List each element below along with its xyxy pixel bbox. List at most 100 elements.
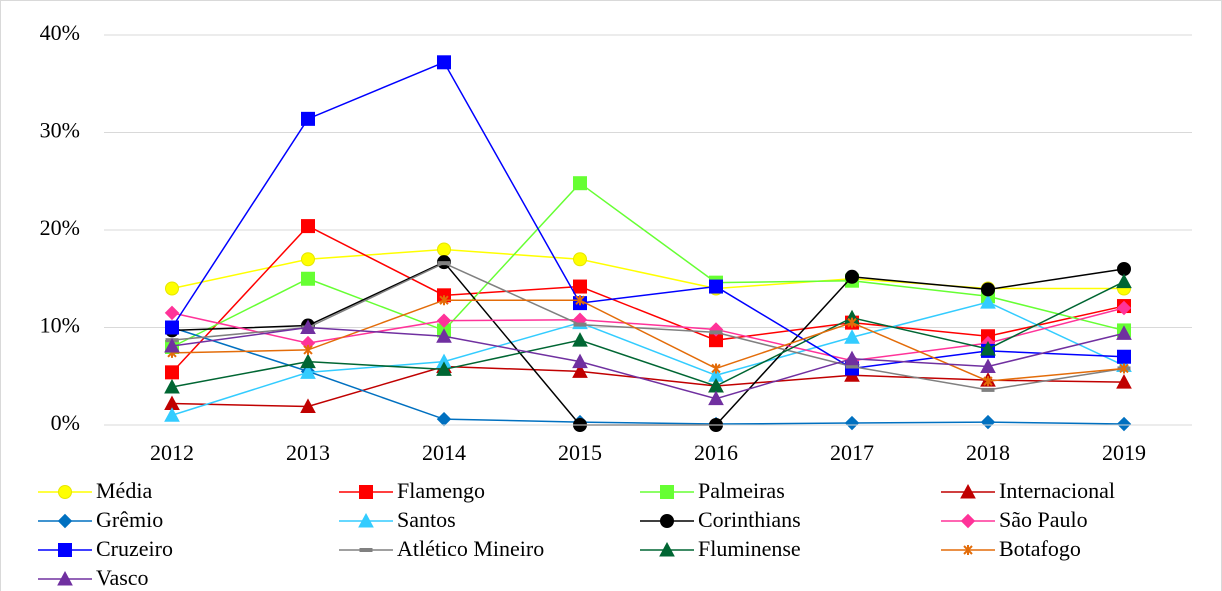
x-tick-label: 2014: [422, 440, 466, 465]
marker: [164, 378, 180, 394]
legend-label: Atlético Mineiro: [397, 536, 544, 561]
marker: [575, 295, 585, 306]
marker: [1119, 363, 1129, 374]
marker: [300, 398, 316, 413]
y-tick-label: 20%: [40, 215, 80, 240]
marker: [847, 317, 857, 328]
legend-marker: [58, 543, 72, 557]
marker: [983, 376, 993, 387]
legend-label: Corinthians: [698, 507, 801, 532]
marker: [981, 282, 995, 297]
marker: [573, 252, 587, 267]
marker: [980, 358, 996, 373]
marker: [1116, 273, 1132, 289]
legend-marker: [358, 512, 374, 528]
legend-label: Grêmio: [96, 507, 163, 532]
marker: [165, 320, 179, 335]
x-tick-label: 2015: [558, 440, 602, 465]
marker: [301, 219, 315, 234]
marker: [301, 271, 315, 286]
marker: [709, 279, 723, 294]
marker: [844, 350, 860, 366]
marker: [165, 281, 179, 296]
marker: [708, 390, 724, 406]
marker: [1116, 374, 1132, 389]
marker: [437, 242, 451, 257]
marker: [165, 365, 179, 380]
legend-label: São Paulo: [999, 507, 1088, 532]
marker: [436, 313, 452, 328]
series-line: [171, 281, 1125, 388]
legend-marker: [659, 541, 675, 557]
marker: [439, 295, 449, 306]
marker: [164, 407, 180, 422]
legend-label: Fluminense: [698, 536, 801, 561]
series-line: [171, 307, 1125, 362]
marker: [572, 353, 588, 369]
marker: [303, 344, 313, 355]
legend-marker: [57, 570, 73, 586]
marker: [164, 337, 180, 353]
marker: [164, 305, 180, 321]
marker: [711, 363, 721, 374]
x-tick-label: 2016: [694, 440, 738, 465]
marker: [437, 261, 451, 266]
marker: [436, 328, 452, 343]
series-line: [171, 365, 1125, 408]
x-tick-label: 2013: [286, 440, 330, 465]
legend-label: Internacional: [999, 478, 1115, 503]
series-line: [171, 182, 1125, 348]
legend-marker: [58, 485, 72, 499]
marker: [300, 319, 316, 334]
marker: [437, 55, 451, 70]
y-tick-label: 0%: [51, 410, 80, 435]
marker: [1116, 325, 1132, 340]
marker: [301, 111, 315, 126]
marker: [572, 332, 588, 347]
marker: [845, 364, 859, 369]
legend-label: Botafogo: [999, 536, 1081, 561]
series-line: [171, 301, 1125, 416]
y-tick-label: 30%: [40, 118, 80, 143]
marker: [844, 329, 860, 344]
marker: [1116, 300, 1132, 316]
series-line: [171, 326, 1125, 425]
marker: [980, 294, 996, 309]
legend-label: Flamengo: [397, 478, 485, 503]
legend-marker: [960, 513, 976, 529]
legend-marker: [963, 545, 973, 555]
legend-marker: [359, 548, 373, 552]
legend-label: Vasco: [96, 565, 149, 590]
y-tick-label: 40%: [40, 20, 80, 45]
series-line: [171, 225, 1125, 373]
legend-label: Cruzeiro: [96, 536, 173, 561]
marker: [844, 415, 860, 431]
legend-marker: [660, 485, 674, 499]
marker: [436, 411, 452, 427]
series-line: [171, 299, 1125, 382]
marker: [436, 361, 452, 376]
legend-marker: [57, 513, 73, 529]
legend-label: Palmeiras: [698, 478, 785, 503]
marker: [981, 387, 995, 392]
marker: [1117, 349, 1131, 364]
x-tick-label: 2019: [1102, 440, 1146, 465]
marker: [573, 176, 587, 191]
marker: [572, 363, 588, 378]
marker: [980, 340, 996, 356]
marker: [300, 353, 316, 369]
marker: [1117, 262, 1131, 276]
marker: [1116, 416, 1132, 432]
legend-marker: [960, 483, 976, 499]
legend-marker: [359, 485, 373, 499]
x-tick-label: 2017: [830, 440, 874, 465]
marker: [301, 252, 315, 267]
legend-marker: [660, 514, 674, 528]
legend-label: Média: [96, 478, 152, 503]
series-line: [171, 326, 1125, 400]
x-tick-label: 2012: [150, 440, 194, 465]
series-line: [171, 61, 1125, 370]
marker: [845, 269, 859, 284]
